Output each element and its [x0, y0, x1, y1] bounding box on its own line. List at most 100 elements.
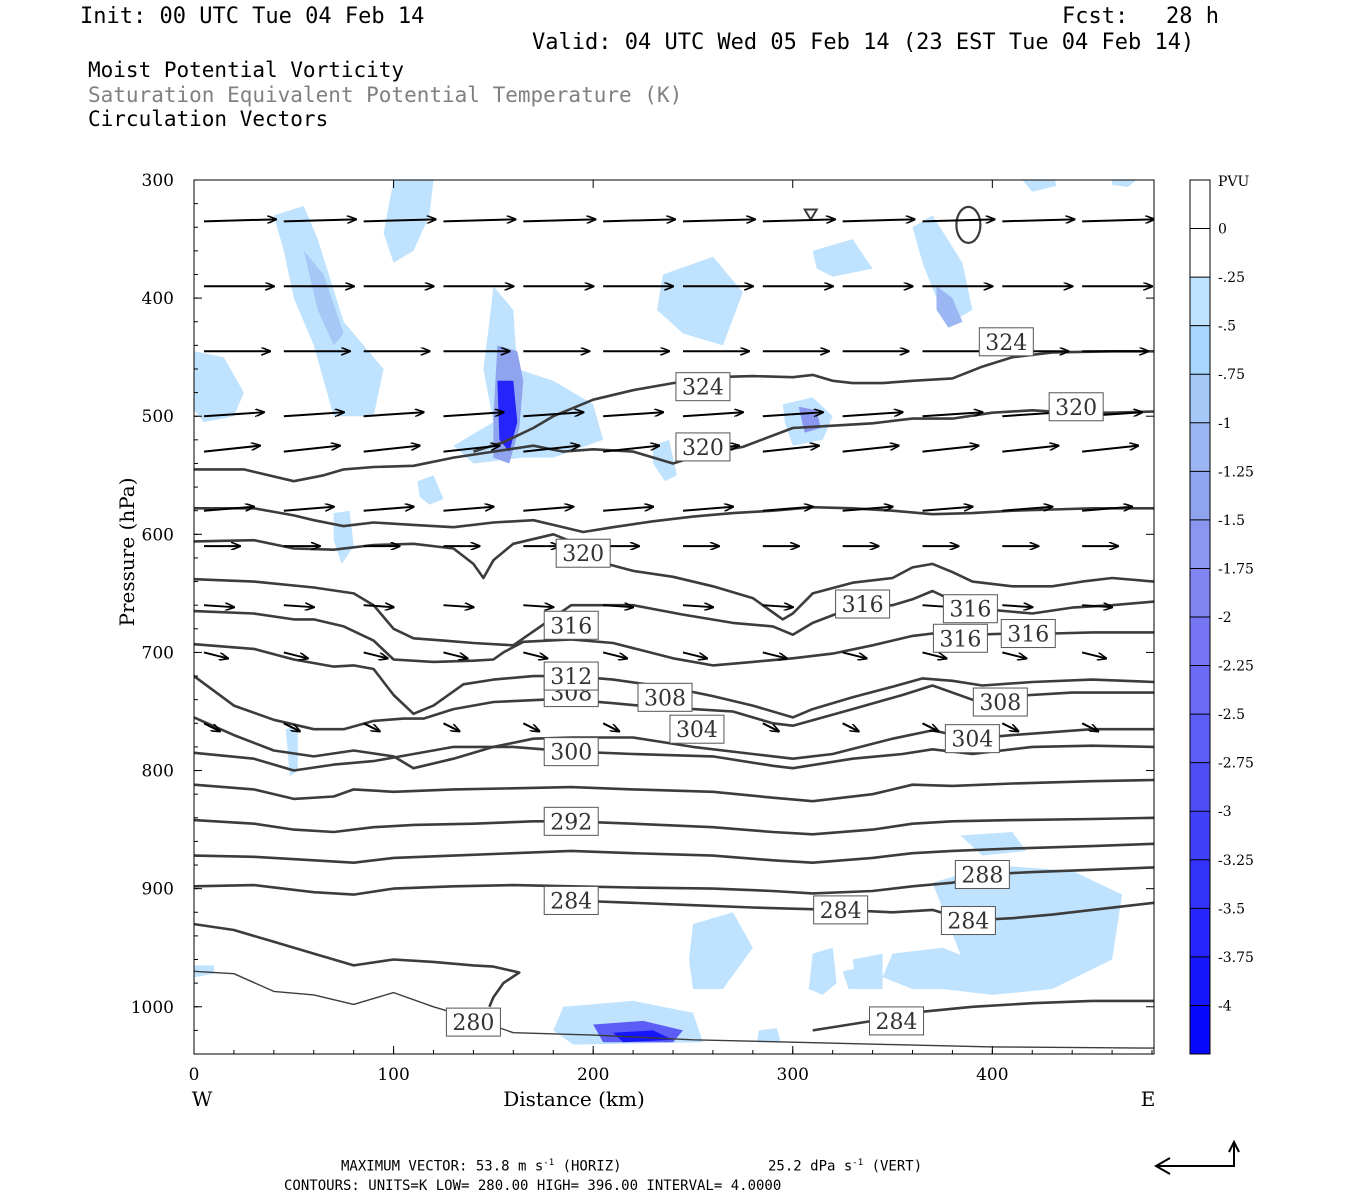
y-tick-label: 500	[142, 407, 174, 427]
pv-region-16	[932, 865, 1123, 995]
contour-label: 284	[820, 899, 862, 924]
vector-arrow	[443, 722, 459, 731]
pv-core-3	[613, 1030, 673, 1043]
pv-region-5	[812, 239, 873, 277]
vector-arrow	[203, 219, 276, 221]
vector-arrow	[603, 446, 659, 453]
vector-arrow	[842, 412, 903, 418]
contour-284-1	[194, 922, 521, 1008]
vector-arrow	[762, 446, 819, 453]
vector-arrow	[922, 722, 938, 731]
contour-312-11	[194, 642, 1154, 719]
contour-label: 284	[550, 889, 592, 914]
contour-label: 304	[951, 728, 993, 753]
pv-region-12	[689, 912, 753, 989]
contour-label: 300	[550, 741, 592, 766]
contour-label-box	[543, 737, 599, 767]
colorbar-tick-label: -2.5	[1218, 707, 1245, 723]
colorbar-tick-label: -1	[1218, 416, 1232, 432]
pv-core-4	[303, 250, 344, 346]
vector-arrow	[1001, 722, 1018, 731]
colorbar-segment	[1190, 956, 1210, 1006]
vector-arrow	[602, 722, 619, 731]
x-tick-label: 400	[976, 1065, 1008, 1085]
colorbar-tick-label: -4	[1218, 998, 1232, 1014]
pv-core-1	[497, 380, 518, 452]
vector-arrow	[1081, 722, 1098, 731]
vector-arrow	[283, 412, 344, 418]
reference-vector-path	[1158, 1142, 1235, 1167]
contour-label-box	[813, 895, 869, 925]
contour-label: 312	[550, 665, 592, 690]
vector-arrow	[363, 219, 436, 221]
vector-arrow	[1082, 507, 1132, 512]
contour-label-box	[543, 661, 599, 691]
vector-arrow	[363, 605, 394, 607]
vector-arrow	[922, 219, 994, 221]
colorbar-tick-label: -3.25	[1218, 853, 1254, 869]
vector-arrow	[523, 651, 547, 658]
vector-arrow	[523, 412, 583, 418]
y-tick-label: 900	[142, 880, 174, 900]
colorbar-segment	[1190, 228, 1210, 278]
colorbar-segment	[1190, 325, 1210, 375]
colorbar-segment	[1190, 762, 1210, 812]
vector-arrow	[443, 605, 473, 607]
x-tick-label: 300	[777, 1065, 809, 1085]
vector-arrow	[363, 446, 420, 453]
contour-label-box	[978, 327, 1034, 357]
y-axis-title: Pressure (hPa)	[115, 478, 139, 627]
contour-label-box	[944, 724, 1000, 754]
contour-292-5	[194, 842, 1154, 864]
y-tick-label: 400	[142, 289, 174, 309]
vector-arrow	[363, 412, 424, 418]
colorbar-tick-label: -3	[1218, 804, 1232, 820]
vector-arrow	[203, 651, 228, 658]
vector-arrow	[523, 219, 595, 221]
vector-arrow	[762, 412, 823, 418]
legend-title-mpv: Moist Potential Vorticity	[88, 58, 405, 82]
vector-arrow	[1002, 219, 1074, 221]
contour-label-box	[972, 687, 1028, 717]
x-tick-label: 200	[577, 1065, 609, 1085]
vector-arrow	[523, 446, 579, 453]
forecast-hours: 28 h	[1166, 4, 1219, 29]
x-tick-label: 0	[189, 1065, 200, 1085]
max-vector-vert: 25.2 dPa s	[768, 1158, 853, 1175]
pv-region-13	[808, 947, 837, 995]
east-label: E	[1141, 1087, 1156, 1111]
max-vector-line: MAXIMUM VECTOR: 53.8 m s-1 (HORIZ)	[341, 1158, 622, 1175]
contour-label: 316	[949, 598, 991, 623]
contour-308-10	[194, 675, 1154, 731]
vector-arrow	[443, 412, 503, 418]
pv-region-21	[842, 965, 877, 989]
vector-arrow	[762, 722, 779, 731]
vector-arrow	[682, 412, 743, 418]
vector-arrow	[922, 507, 972, 512]
vector-arrow	[443, 446, 499, 453]
vector-arrow	[203, 412, 264, 418]
vector-arrow	[842, 722, 859, 731]
vector-arrow	[682, 507, 733, 512]
contour-label: 316	[842, 593, 884, 618]
vector-arrow	[682, 651, 707, 658]
contour-label: 320	[1055, 396, 1097, 421]
contour-label-box	[940, 906, 996, 936]
circulation-vectors	[203, 219, 1154, 731]
vector-arrow	[922, 651, 946, 658]
vector-arrow	[603, 412, 663, 418]
west-label: W	[192, 1087, 213, 1111]
vector-arrow	[922, 446, 978, 453]
vector-arrow	[842, 219, 915, 221]
unit-exponent-horiz: -1	[543, 1158, 555, 1168]
y-tick-label: 700	[142, 643, 174, 663]
colorbar-segment	[1190, 1005, 1210, 1055]
colorbar-segment	[1190, 422, 1210, 472]
contour-label-box	[942, 594, 998, 624]
pv-region-1	[194, 351, 244, 423]
vector-arrow	[443, 219, 515, 221]
contour-label: 284	[947, 910, 989, 935]
colorbar-tick-label: -2.25	[1218, 659, 1254, 675]
contour-320-14	[194, 533, 1154, 621]
